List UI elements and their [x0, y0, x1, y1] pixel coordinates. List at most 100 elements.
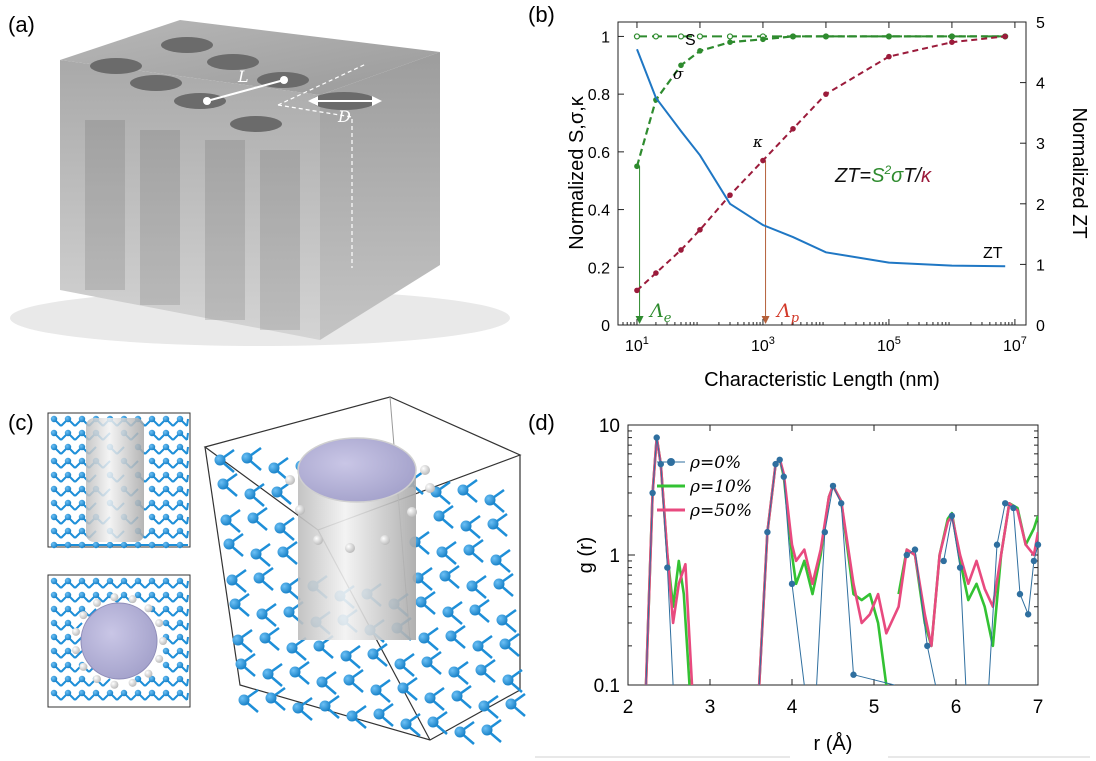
bond	[186, 432, 189, 441]
atom	[50, 485, 58, 493]
atom	[340, 650, 352, 662]
atom	[78, 485, 86, 493]
atom	[469, 604, 481, 616]
atom	[134, 675, 142, 683]
atom	[367, 648, 379, 660]
y-left-tick-label: 0.4	[588, 203, 610, 220]
atom	[226, 574, 238, 586]
atom	[78, 591, 86, 599]
surface-atom	[110, 593, 119, 602]
bond	[186, 650, 189, 659]
atom	[50, 577, 58, 585]
series-point	[1030, 557, 1038, 565]
atom	[442, 606, 454, 618]
series-point	[924, 642, 931, 650]
atom	[346, 710, 358, 722]
y-left-tick-label: 0.6	[588, 145, 610, 162]
atom	[78, 443, 86, 451]
atom	[253, 572, 265, 584]
atom	[50, 647, 58, 655]
bond	[186, 580, 189, 589]
series-point	[697, 48, 703, 54]
y-right-tick-label: 5	[1036, 15, 1045, 32]
bond	[186, 678, 189, 687]
atom	[92, 541, 100, 549]
atom	[50, 541, 58, 549]
atom	[505, 698, 517, 710]
atom	[176, 527, 184, 535]
surface-atom	[93, 598, 101, 607]
atom	[50, 619, 58, 627]
series-point	[649, 489, 656, 497]
atom	[120, 591, 128, 599]
series-point	[1024, 611, 1032, 618]
series-point	[726, 33, 734, 40]
series-point	[850, 671, 857, 678]
lambda-p-label: Λp	[775, 300, 800, 326]
surface-atom	[345, 543, 355, 553]
y-left-tick-label: 0.8	[588, 87, 610, 104]
series-point	[821, 528, 828, 536]
bond	[186, 594, 189, 603]
atom	[50, 513, 58, 521]
series-point	[886, 33, 892, 40]
atom	[176, 689, 184, 697]
atom	[319, 700, 331, 712]
atom	[162, 675, 170, 683]
atom	[162, 415, 170, 423]
atom	[229, 598, 241, 610]
D-label: D	[337, 107, 351, 126]
atom	[241, 452, 253, 464]
atom	[259, 632, 271, 644]
box-right-face	[320, 52, 440, 340]
atom	[50, 661, 58, 669]
surface-atom	[407, 507, 417, 517]
atom	[78, 513, 86, 521]
legend-label-rho0: ρ=0%	[689, 453, 741, 473]
series-point	[823, 33, 829, 40]
atom	[457, 484, 469, 496]
atom	[481, 724, 493, 736]
atom	[176, 577, 184, 585]
surface-atom	[295, 505, 305, 515]
panel-c: (c)	[8, 396, 526, 745]
atom	[50, 471, 58, 479]
atom	[247, 512, 259, 524]
atom	[162, 661, 170, 669]
atom	[176, 513, 184, 521]
atom	[220, 514, 232, 526]
panel-b-letter: (b)	[528, 2, 555, 27]
atom	[499, 638, 511, 650]
atom	[92, 689, 100, 697]
series-point	[838, 500, 845, 507]
atom	[162, 513, 170, 521]
atom	[162, 591, 170, 599]
x-tick-label: 105	[877, 335, 901, 355]
atom	[64, 429, 72, 437]
atom	[214, 454, 226, 466]
atom	[64, 499, 72, 507]
atom	[50, 675, 58, 683]
atom	[148, 577, 156, 585]
atom	[370, 684, 382, 696]
series-label-sigma: σ	[673, 65, 684, 83]
series-point	[653, 434, 660, 441]
atom	[445, 630, 457, 642]
series-point	[956, 564, 964, 571]
atom	[50, 457, 58, 465]
atom	[162, 485, 170, 493]
series-point	[949, 33, 955, 40]
surface-atom	[79, 662, 88, 671]
atom	[418, 632, 430, 644]
series-line-0	[906, 549, 936, 685]
lattice-side-view	[47, 412, 191, 549]
surface-atom	[93, 675, 101, 684]
atom	[162, 457, 170, 465]
atom	[64, 661, 72, 669]
series-point	[948, 512, 956, 520]
atom	[256, 608, 268, 620]
atom	[78, 675, 86, 683]
atom	[64, 443, 72, 451]
atom	[64, 471, 72, 479]
atom	[176, 619, 184, 627]
